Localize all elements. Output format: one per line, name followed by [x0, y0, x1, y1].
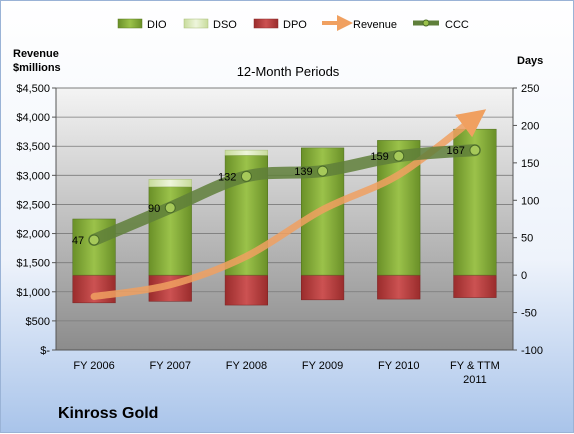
ccc-data-label: 47 — [72, 235, 84, 247]
legend-label-dso: DSO — [213, 19, 237, 31]
bar-dso — [148, 179, 192, 188]
category-label: FY 2006 — [73, 360, 114, 372]
legend-label-dio: DIO — [147, 19, 167, 31]
left-tick-label: $2,000 — [16, 229, 50, 241]
axes: $- $500 $1,000 $1,500 $2,000 $2,500 $3,000 $3,5… — [16, 83, 543, 386]
left-tick-label: $1,000 — [16, 287, 50, 299]
left-tick-label: $2,500 — [16, 199, 50, 211]
legend-swatch-dso — [183, 18, 209, 29]
plot-area — [55, 87, 514, 351]
legend-marker-ccc — [422, 19, 430, 27]
bar-dso — [224, 149, 268, 156]
right-tick-label: -50 — [521, 308, 537, 320]
right-tick-label: 0 — [521, 270, 527, 282]
left-axis-title-line1: Revenue — [13, 48, 59, 60]
ccc-data-label: 139 — [294, 166, 312, 178]
legend-swatch-dio — [117, 18, 143, 29]
ccc-data-label: 90 — [148, 203, 160, 215]
legend-swatch-dpo — [253, 18, 279, 29]
ccc-data-label: 167 — [447, 145, 465, 157]
bar-dpo — [301, 274, 345, 301]
legend: DIO DSO DPO Revenue CCC — [117, 15, 469, 31]
left-tick-label: $1,500 — [16, 258, 50, 270]
left-tick-label: $4,500 — [16, 83, 50, 95]
left-tick-label: $- — [40, 345, 50, 357]
ccc-marker — [393, 150, 405, 162]
bar-dpo — [453, 274, 497, 298]
company-name: Kinross Gold — [58, 405, 158, 422]
right-tick-label: 50 — [521, 233, 533, 245]
category-label: FY 2010 — [378, 360, 419, 372]
left-tick-label: $500 — [26, 316, 50, 328]
category-label: FY & TTM — [450, 360, 500, 372]
ccc-marker — [469, 144, 481, 156]
category-label: 2011 — [463, 374, 487, 386]
bar-dpo — [224, 274, 268, 306]
right-tick-label: 150 — [521, 158, 539, 170]
category-label: FY 2007 — [150, 360, 191, 372]
right-tick-label: 200 — [521, 120, 539, 132]
left-axis-title-line2: $millions — [13, 62, 61, 74]
category-label: FY 2009 — [302, 360, 343, 372]
ccc-marker — [88, 234, 100, 246]
right-tick-label: 250 — [521, 83, 539, 95]
left-tick-label: $3,000 — [16, 170, 50, 182]
right-axis-title: Days — [517, 55, 543, 67]
ccc-marker — [240, 170, 252, 182]
right-tick-label: 100 — [521, 195, 539, 207]
lines — [88, 109, 487, 300]
legend-label-dpo: DPO — [283, 19, 307, 31]
category-label: FY 2008 — [226, 360, 267, 372]
data-labels: 47 90 132 139 159 167 — [72, 145, 465, 247]
left-tick-label: $4,000 — [16, 112, 50, 124]
ccc-data-label: 132 — [218, 171, 236, 183]
legend-label-revenue: Revenue — [353, 19, 397, 31]
legend-label-ccc: CCC — [445, 19, 469, 31]
bar-dpo — [377, 274, 421, 300]
right-tick-label: -100 — [521, 345, 543, 357]
chart-title: 12-Month Periods — [237, 64, 340, 79]
ccc-marker — [317, 165, 329, 177]
ccc-data-label: 159 — [370, 151, 388, 163]
revenue-line — [90, 109, 487, 300]
left-tick-label: $3,500 — [16, 141, 50, 153]
ccc-marker — [164, 202, 176, 214]
